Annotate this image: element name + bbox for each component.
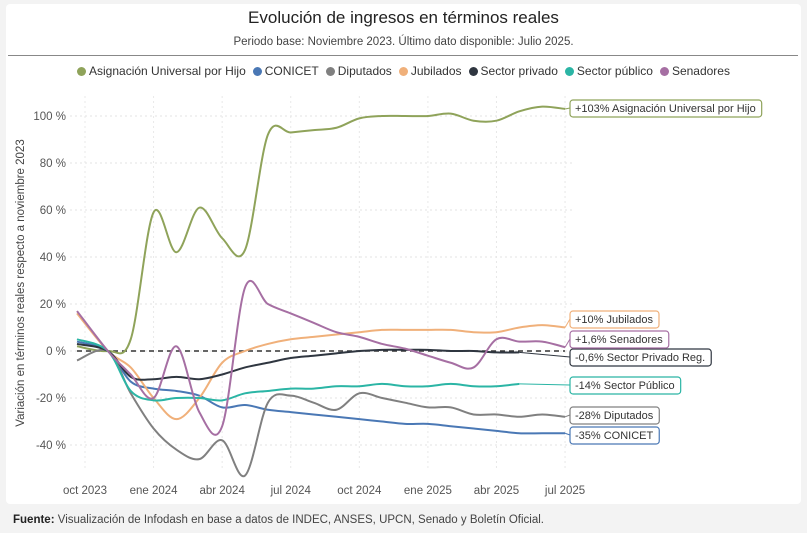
- legend-label: Asignación Universal por Hijo: [89, 64, 246, 78]
- source-label: Fuente:: [13, 514, 55, 526]
- x-tick-label: ene 2024: [130, 485, 179, 497]
- series-line-sector-privado[interactable]: [76, 342, 520, 381]
- end-label: +10% Jubilados: [569, 310, 660, 329]
- legend-item[interactable]: CONICET: [252, 64, 319, 78]
- end-label-text: -35% CONICET: [575, 430, 654, 442]
- source-text: Visualización de Infodash en base a dato…: [54, 514, 544, 526]
- y-tick-label: 20 %: [40, 299, 66, 311]
- legend-label: Diputados: [337, 64, 392, 78]
- y-tick-label: 60 %: [40, 205, 66, 217]
- legend-dot-icon: [325, 66, 335, 76]
- series-lines: [76, 105, 566, 477]
- legend-label: Sector público: [576, 64, 653, 78]
- y-tick-label: 0 %: [46, 346, 66, 358]
- y-axis-label: Variación en términos reales respecto a …: [15, 139, 27, 426]
- legend-label: Sector privado: [480, 64, 558, 78]
- x-tick-label: oct 2024: [337, 485, 382, 497]
- legend-item[interactable]: Asignación Universal por Hijo: [77, 64, 246, 78]
- end-label-connector: [564, 432, 571, 436]
- end-label-box: [569, 426, 660, 445]
- legend-label: CONICET: [264, 64, 319, 78]
- series-line-asignación-universal-por-hijo[interactable]: [76, 105, 566, 355]
- legend-item[interactable]: Jubilados: [398, 64, 462, 78]
- y-tick-label: 80 %: [40, 158, 66, 170]
- end-label: -28% Diputados: [569, 406, 660, 425]
- end-label-connector: [564, 107, 571, 110]
- y-tick-label: -40 %: [36, 440, 66, 452]
- end-label-text: -14% Sector Público: [575, 380, 675, 392]
- end-label-text: -0,6% Sector Privado Reg.: [575, 352, 705, 364]
- y-axis-ticks: -40 % -20 % 0 % 20 % 40 % 60 % 80 % 100 %: [33, 111, 66, 452]
- end-label: +1,6% Senadores: [569, 330, 670, 349]
- x-tick-label: jul 2024: [270, 485, 312, 497]
- chart-legend: Asignación Universal por Hijo CONICET Dipu…: [0, 64, 807, 78]
- legend-item[interactable]: Sector público: [564, 64, 653, 78]
- end-label-text: +103% Asignación Universal por Hijo: [575, 103, 756, 115]
- chart-title: Evolución de ingresos en términos reales: [248, 8, 559, 27]
- legend-label: Jubilados: [410, 64, 462, 78]
- end-label-connector: [564, 338, 571, 348]
- legend-dot-icon: [659, 66, 669, 76]
- chart-card: [6, 4, 801, 504]
- end-label-connector: [564, 414, 571, 418]
- x-tick-label: abr 2024: [199, 485, 245, 497]
- legend-item[interactable]: Diputados: [325, 64, 392, 78]
- chart-subtitle: Periodo base: Noviembre 2023. Último dat…: [233, 36, 574, 48]
- x-tick-label: abr 2025: [474, 485, 519, 497]
- end-label-connector: [564, 318, 571, 328]
- end-label-connector: [519, 383, 571, 386]
- y-tick-label: 40 %: [40, 252, 66, 264]
- source-footer: Fuente: Visualización de Infodash en bas…: [13, 514, 544, 526]
- x-tick-label: oct 2023: [63, 485, 107, 497]
- x-tick-label: ene 2025: [404, 485, 452, 497]
- end-label-text: +10% Jubilados: [575, 314, 653, 326]
- legend-dot-icon: [77, 66, 87, 76]
- end-label-box: [569, 348, 712, 367]
- end-label: +103% Asignación Universal por Hijo: [569, 99, 763, 118]
- legend-dot-icon: [564, 66, 574, 76]
- legend-dot-icon: [468, 66, 478, 76]
- end-labels: +103% Asignación Universal por Hijo -35% …: [519, 99, 763, 445]
- x-tick-label: jul 2025: [544, 485, 585, 497]
- end-label: -0,6% Sector Privado Reg.: [569, 348, 712, 367]
- legend-dot-icon: [398, 66, 408, 76]
- end-label: -14% Sector Público: [569, 376, 682, 395]
- end-label: -35% CONICET: [569, 426, 660, 445]
- x-axis-ticks: oct 2023 ene 2024 abr 2024 jul 2024 oct 2024…: [63, 485, 585, 497]
- legend-label: Senadores: [671, 64, 730, 78]
- series-line-conicet[interactable]: [76, 340, 566, 435]
- series-line-jubilados[interactable]: [76, 312, 566, 421]
- legend-item[interactable]: Sector privado: [468, 64, 558, 78]
- end-label-text: -28% Diputados: [575, 410, 654, 422]
- end-label-connector: [519, 351, 571, 358]
- legend-dot-icon: [252, 66, 262, 76]
- series-line-senadores[interactable]: [76, 279, 566, 436]
- series-line-diputados[interactable]: [76, 348, 566, 477]
- title-divider: [8, 55, 798, 56]
- series-line-sector-público[interactable]: [76, 338, 520, 402]
- end-label-box: [569, 376, 682, 395]
- legend-item[interactable]: Senadores: [659, 64, 730, 78]
- y-tick-label: 100 %: [33, 111, 66, 123]
- end-label-text: +1,6% Senadores: [575, 334, 663, 346]
- y-tick-label: -20 %: [36, 393, 66, 405]
